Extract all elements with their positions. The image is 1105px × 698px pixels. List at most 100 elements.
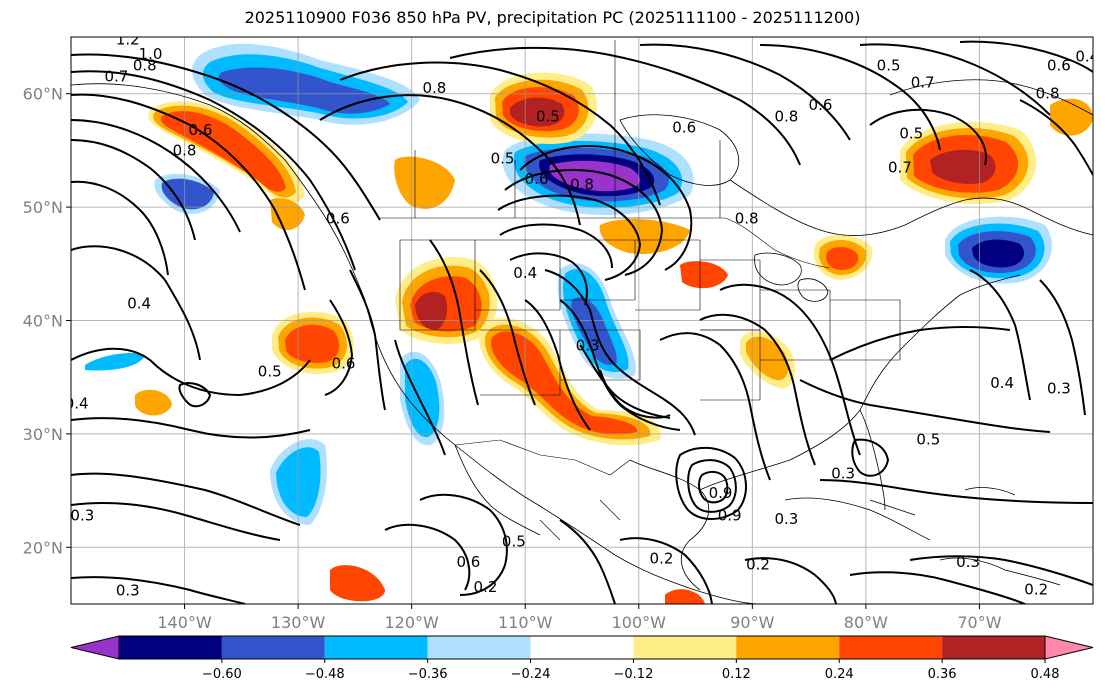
contour-label: 0.9: [718, 507, 742, 525]
contour-label: 0.5: [916, 431, 940, 449]
contour-label: 0.8: [735, 209, 759, 227]
contour-label: 0.5: [536, 107, 560, 125]
contour-label: 0.4: [1075, 47, 1099, 65]
shading-layer: [85, 43, 1093, 604]
positive-anomaly-bc-coast: [148, 101, 305, 205]
colorbar-tick-label: 0.48: [1031, 667, 1060, 682]
contour-label: 0.5: [502, 533, 526, 551]
contour-label: 0.8: [422, 79, 446, 97]
coastlines: [71, 79, 1093, 604]
contour-label: 0.6: [809, 96, 833, 114]
contour-label: 1.2: [116, 30, 140, 48]
positive-anomaly-hudson: [490, 72, 598, 144]
positive-anomaly-small-3: [394, 156, 455, 209]
positive-anomaly-great-basin: [395, 256, 498, 345]
contour-label: 0.4: [127, 294, 151, 312]
colorbar-tick-label: 0.24: [825, 667, 854, 682]
contour-label: 0.3: [831, 465, 855, 483]
contour-label: 0.5: [877, 56, 901, 74]
contour-labels: 1.21.00.80.70.60.80.80.50.50.6 0.80.60.80…: [52, 30, 1099, 599]
colorbar-segment: [324, 636, 428, 659]
lon-tick-label: 80°W: [844, 613, 888, 632]
contour-label: 0.4: [990, 374, 1014, 392]
negative-anomaly-baja: [400, 351, 445, 446]
contour-label: 0.3: [116, 581, 140, 599]
contour-label: 0.7: [104, 68, 128, 86]
contour-label: 1.0: [139, 45, 163, 63]
positive-anomaly-small-4: [680, 261, 728, 289]
positive-anomaly-small-6: [1050, 98, 1093, 136]
colorbar-tick-label: −0.12: [614, 667, 654, 682]
pv-contours: [71, 40, 1093, 604]
map-area[interactable]: 1.21.00.80.70.60.80.80.50.50.6 0.80.60.80…: [52, 29, 1100, 604]
lon-tick-label: 110°W: [498, 613, 553, 632]
colorbar-frame: [118, 635, 1046, 660]
lat-tick-label: 50°N: [23, 198, 63, 217]
colorbar-segment: [839, 636, 943, 659]
contour-label: 0.5: [258, 363, 282, 381]
lat-tick-label: 40°N: [23, 312, 63, 331]
colorbar-segment: [942, 636, 1045, 659]
lat-tick-label: 60°N: [23, 85, 63, 104]
contour-label: 0.4: [65, 394, 89, 412]
contour-label: 0.7: [911, 73, 935, 91]
contour-label: 0.3: [774, 510, 798, 528]
colorbar-segment: [530, 636, 634, 659]
lon-tick-label: 140°W: [157, 613, 212, 632]
contour-label: 0.8: [570, 175, 594, 193]
lon-tick-label: 100°W: [612, 613, 667, 632]
colorbar-tick-label: −0.60: [202, 667, 242, 682]
contour-label: 0.6: [525, 170, 549, 188]
contour-label: 0.8: [133, 56, 157, 74]
contour-label: 0.5: [491, 149, 515, 167]
lat-tick-label: 20°N: [23, 538, 63, 557]
colorbar-tick-label: −0.36: [408, 667, 448, 682]
page-title: 2025110900 F036 850 hPa PV, precipitatio…: [244, 8, 861, 27]
contour-label-bg: [52, 177, 78, 195]
contour-label: 0.2: [474, 578, 498, 596]
contour-label: 1: [61, 178, 71, 196]
contour-label: 0.3: [1047, 380, 1071, 398]
lat-tick-label: 30°N: [23, 425, 63, 444]
contour-label: 0.2: [650, 550, 674, 568]
colorbar-segment: [736, 636, 840, 659]
contour-label: 0.6: [1047, 56, 1071, 74]
contour-label: 0.3: [576, 336, 600, 354]
contour-label: 0.4: [513, 264, 537, 282]
contour-label: 0.8: [774, 107, 798, 125]
contour-label: 0.3: [956, 553, 980, 571]
colorbar-segment: [119, 636, 222, 659]
positive-anomaly-small-7: [270, 198, 305, 231]
contour-label: 0.8: [1036, 85, 1060, 103]
colorbar-tick-label: −0.48: [305, 667, 345, 682]
contour-label: 0.6: [189, 121, 213, 139]
contour-label: 0.6: [326, 209, 350, 227]
positive-anomaly-small-8: [665, 589, 705, 604]
contour-label: 0.9: [709, 484, 733, 502]
contour-label: 0.2: [746, 555, 770, 573]
contour-label: 0.6: [332, 355, 356, 373]
colorbar-tick-label: 0.36: [928, 667, 957, 682]
positive-anomaly-small-2: [330, 565, 385, 602]
negative-anomaly-newfoundland: [945, 216, 1052, 284]
colorbar-segment: [221, 636, 325, 659]
colorbar-max-extension: [1044, 635, 1094, 660]
contour-label: 0.3: [70, 507, 94, 525]
contour-label: 0.5: [899, 124, 923, 142]
lon-tick-label: 130°W: [271, 613, 326, 632]
contour-label: 0.7: [888, 158, 912, 176]
contour-label: 0.8: [173, 141, 197, 159]
colorbar-min-extension: [70, 635, 120, 660]
positive-anomaly-small-1: [135, 389, 172, 416]
contour-label: 0.2: [1024, 580, 1048, 598]
lon-tick-label: 120°W: [384, 613, 439, 632]
positive-anomaly-southwest: [479, 318, 661, 446]
positive-anomaly-great-lakes: [813, 234, 873, 280]
contour-label: 0.6: [672, 119, 696, 137]
colorbar: −0.60 −0.48 −0.36 −0.24 −0.12 0.12 0.24 0.36 0.4…: [70, 635, 1094, 682]
contour-label: 0.6: [457, 553, 481, 571]
negative-anomaly-north-pacific: [154, 173, 220, 214]
positive-anomaly-small-5: [599, 218, 690, 254]
lon-tick-label: 70°W: [957, 613, 1001, 632]
